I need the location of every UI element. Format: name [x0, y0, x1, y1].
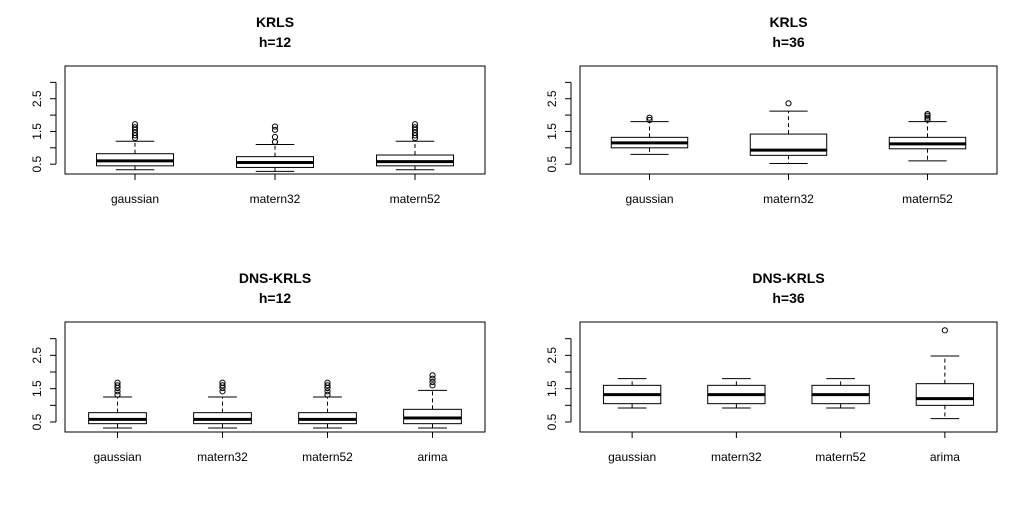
x-tick-label: arima — [930, 450, 960, 464]
outlier-point — [429, 372, 436, 379]
outlier-point — [324, 382, 331, 389]
x-tick-label: matern32 — [197, 450, 248, 464]
box-gaussian — [602, 378, 662, 409]
outlier-point — [114, 382, 121, 389]
x-tick-label: matern52 — [390, 192, 441, 206]
panel-title-line: h=12 — [259, 34, 292, 50]
x-tick-label: matern32 — [763, 192, 814, 206]
x-tick-label: matern52 — [815, 450, 866, 464]
outlier-point — [429, 375, 436, 382]
box-matern32 — [749, 100, 828, 165]
y-tick-label: 1.5 — [545, 380, 559, 397]
panel-3: DNS-KRLS h=12 0.5 1.5 2.5 gaussian matern32 mat… — [30, 270, 486, 464]
outlier-point — [924, 114, 931, 121]
y-tick-label: 2.5 — [30, 347, 44, 364]
box-arima — [403, 372, 462, 429]
x-tick-label: arima — [417, 450, 447, 464]
box-matern52 — [298, 379, 357, 429]
panel-title-line: h=36 — [772, 34, 805, 50]
box-matern52 — [888, 111, 967, 162]
outlier-point — [114, 388, 121, 395]
box-matern52 — [811, 378, 870, 409]
panel-title-line: KRLS — [769, 14, 807, 30]
y-tick-label: 0.5 — [545, 413, 559, 430]
box-gaussian — [610, 114, 689, 155]
plot-frame — [64, 321, 486, 433]
box-matern32 — [707, 378, 766, 409]
outlier-point — [324, 391, 331, 398]
y-tick-label: 1.5 — [545, 123, 559, 140]
outlier-point — [324, 379, 331, 386]
panel-title-line: h=36 — [772, 290, 805, 306]
x-tick-label: gaussian — [608, 450, 656, 464]
x-tick-label: matern52 — [902, 192, 953, 206]
y-tick-label: 1.5 — [30, 380, 44, 397]
outlier-point — [219, 379, 226, 386]
x-tick-label: gaussian — [93, 450, 141, 464]
plot-frame — [579, 321, 998, 433]
y-tick-label: 0.5 — [30, 156, 44, 173]
outlier-point — [131, 124, 139, 131]
outlier-point — [411, 124, 419, 131]
outlier-point — [219, 388, 226, 395]
y-tick-label: 2.5 — [30, 90, 44, 107]
iqr-box — [749, 133, 828, 156]
x-tick-label: gaussian — [625, 192, 673, 206]
panel-title-line: DNS-KRLS — [752, 270, 824, 286]
outlier-point — [646, 116, 653, 124]
panel-title-line: h=12 — [259, 290, 292, 306]
panel-title-line: DNS-KRLS — [239, 270, 311, 286]
panel-title-line: KRLS — [256, 14, 294, 30]
box-matern32 — [193, 379, 252, 429]
outlier-point — [114, 391, 121, 398]
outlier-point — [924, 111, 931, 118]
outlier-point — [114, 379, 121, 386]
box-matern32 — [236, 123, 314, 172]
iqr-box — [915, 383, 975, 406]
outlier-point — [131, 121, 139, 128]
panel-2: KRLS h=36 0.5 1.5 2.5 gaussian matern32 matern5… — [545, 14, 998, 206]
x-tick-label: matern52 — [302, 450, 353, 464]
outlier-point — [411, 121, 419, 128]
y-tick-label: 1.5 — [30, 123, 44, 140]
y-tick-label: 2.5 — [545, 347, 559, 364]
panel-1: KRLS h=12 0.5 1.5 2.5 gaussian matern32 matern5… — [30, 14, 486, 206]
panel-4: DNS-KRLS h=36 0.5 1.5 2.5 gaussian matern32 mat… — [545, 270, 998, 464]
outlier-point — [429, 378, 436, 386]
x-tick-label: gaussian — [111, 192, 159, 206]
outlier-point — [429, 382, 436, 389]
x-tick-label: matern32 — [711, 450, 762, 464]
outlier-point — [271, 123, 279, 130]
outlier-point — [646, 114, 653, 121]
outlier-point — [271, 133, 279, 141]
y-tick-label: 2.5 — [545, 90, 559, 107]
box-arima — [915, 327, 975, 420]
x-tick-label: matern32 — [250, 192, 301, 206]
y-tick-label: 0.5 — [545, 156, 559, 173]
box-matern52 — [376, 121, 454, 171]
outlier-point — [941, 327, 948, 334]
outlier-point — [785, 100, 792, 107]
outlier-point — [271, 126, 279, 133]
outlier-point — [324, 388, 331, 395]
box-gaussian — [96, 121, 174, 171]
outlier-point — [219, 382, 226, 389]
box-gaussian — [88, 379, 147, 429]
y-tick-label: 0.5 — [30, 413, 44, 430]
